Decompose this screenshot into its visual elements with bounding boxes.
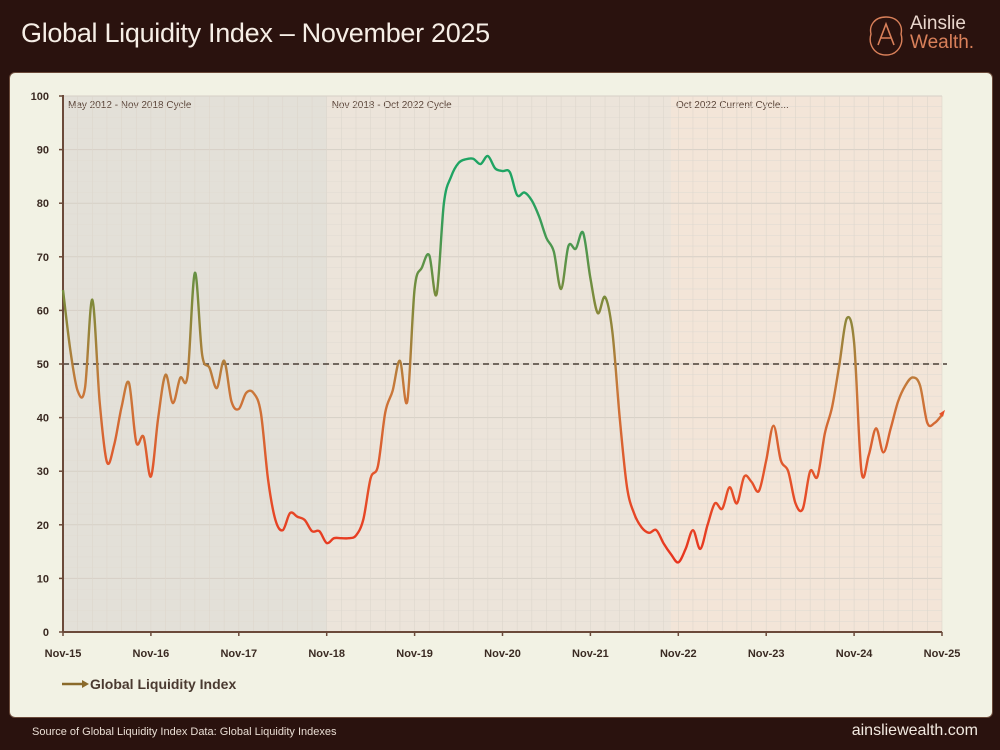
y-tick-label: 100 — [31, 91, 49, 103]
page-title: Global Liquidity Index – November 2025 — [21, 18, 490, 48]
y-tick-label: 30 — [37, 466, 49, 478]
ainslie-wealth-logo: Ainslie Wealth. — [866, 14, 986, 58]
series-line-global-liquidity-index — [61, 154, 943, 564]
source-note: Source of Global Liquidity Index Data: G… — [32, 726, 337, 738]
logo-mark-icon — [869, 16, 903, 56]
x-tick-label: Nov-17 — [220, 648, 257, 660]
x-tick-label: Nov-23 — [748, 648, 785, 660]
x-tick-label: Nov-18 — [308, 648, 345, 660]
x-tick-label: Nov-22 — [660, 648, 697, 660]
cycle-label: Oct 2022 Current Cycle... — [676, 100, 789, 111]
logo-line1: Ainslie — [910, 13, 966, 34]
y-tick-label: 10 — [37, 573, 49, 585]
logo-line2: Wealth. — [910, 32, 975, 53]
x-tick-label: Nov-19 — [396, 648, 433, 660]
x-tick-label: Nov-20 — [484, 648, 521, 660]
legend-arrow-icon — [62, 680, 89, 688]
legend: Global Liquidity Index — [62, 676, 236, 692]
x-tick-label: Nov-15 — [45, 648, 82, 660]
series-end-arrow-icon — [939, 409, 945, 417]
x-tick-label: Nov-21 — [572, 648, 609, 660]
cycle-label: Nov 2018 - Oct 2022 Cycle — [332, 100, 452, 111]
header: Global Liquidity Index – November 2025 A… — [0, 0, 1000, 72]
x-tick-label: Nov-24 — [836, 648, 874, 660]
y-tick-label: 90 — [37, 145, 49, 157]
x-tick-label: Nov-16 — [133, 648, 170, 660]
website: ainsliewealth.com — [851, 722, 978, 739]
y-tick-label: 70 — [37, 252, 49, 264]
y-tick-label: 0 — [43, 627, 49, 639]
y-tick-label: 20 — [37, 520, 49, 532]
legend-label: Global Liquidity Index — [90, 676, 237, 692]
y-tick-label: 50 — [37, 359, 49, 371]
y-tick-label: 60 — [37, 305, 49, 317]
y-tick-label: 80 — [37, 198, 49, 210]
x-tick-label: Nov-25 — [924, 648, 961, 660]
y-tick-label: 40 — [37, 413, 49, 425]
cycle-label: May 2012 - Nov 2018 Cycle — [68, 100, 192, 111]
